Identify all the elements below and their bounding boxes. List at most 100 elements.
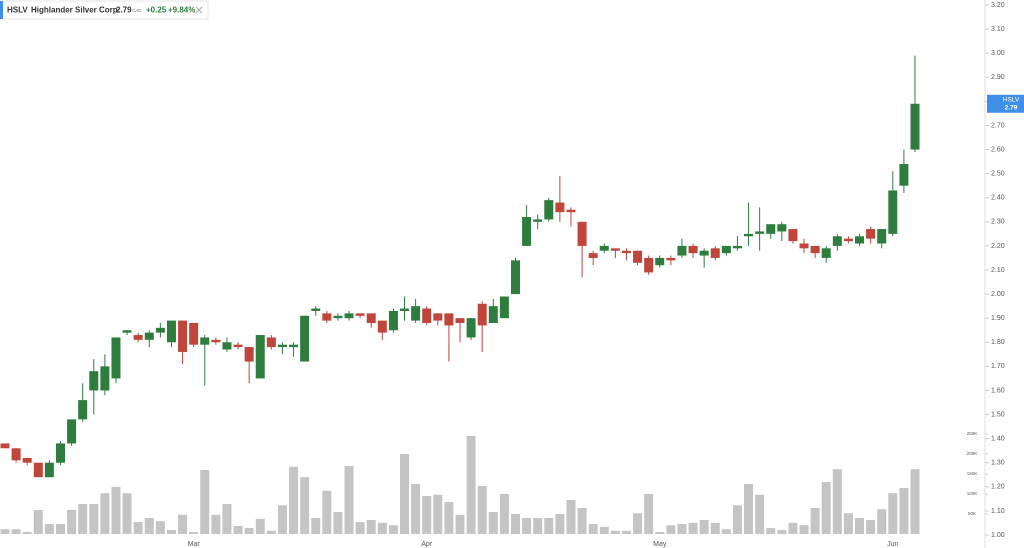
volume-bar — [544, 518, 554, 534]
y-tick-label: 2.30 — [991, 219, 1005, 226]
price: 2.79 — [116, 6, 132, 15]
volume-bar — [910, 469, 920, 534]
volume-bar — [644, 494, 654, 534]
volume-bar — [155, 521, 165, 534]
volume-bar — [721, 529, 731, 534]
candle-body — [11, 448, 21, 461]
candle-body — [189, 323, 199, 345]
candle-body — [33, 462, 43, 478]
volume-bar — [821, 482, 831, 534]
x-tick-label: Apr — [421, 541, 433, 548]
volume-bar — [577, 508, 587, 534]
candle-body — [22, 457, 32, 463]
y-tick-label: 1.60 — [991, 387, 1005, 394]
candle-body — [455, 318, 465, 323]
candle-body — [843, 238, 853, 242]
candle-body — [311, 308, 321, 311]
ticker: HSLV — [7, 6, 28, 15]
candle-body — [510, 260, 520, 295]
y2-tick-label: 100K — [967, 491, 978, 496]
candle-body — [400, 308, 410, 311]
volume-bar — [599, 526, 609, 534]
candle-body — [832, 236, 842, 246]
candle-body — [433, 313, 443, 321]
volume-bar — [222, 504, 232, 534]
y-tick-label: 2.10 — [991, 267, 1005, 274]
volume-bar — [277, 505, 287, 534]
volume-bar — [499, 494, 509, 534]
volume-bar — [189, 532, 199, 534]
volume-bar — [444, 502, 454, 534]
price-tag-value: 2.79 — [1005, 104, 1018, 111]
volume-bar — [11, 529, 21, 534]
volume-bar — [67, 510, 77, 534]
candle-body — [655, 257, 665, 266]
volume-bar — [566, 500, 576, 534]
candle-body — [411, 306, 421, 321]
volume-bar — [533, 518, 543, 534]
volume-bar — [144, 518, 154, 534]
candle-body — [488, 306, 498, 323]
volume-bar — [466, 436, 476, 534]
candle-body — [255, 335, 265, 379]
y2-tick-label: 250K — [967, 431, 978, 436]
volume-bar — [655, 532, 665, 534]
candle-body — [366, 313, 376, 323]
volume-bar — [788, 522, 798, 534]
candle-body — [666, 257, 676, 261]
volume-bar — [355, 522, 365, 534]
volume-bar — [866, 520, 876, 534]
candle-body — [699, 250, 709, 256]
candle-body — [799, 243, 809, 249]
volume-bar — [744, 484, 754, 534]
candle-body — [211, 339, 221, 343]
candle-body — [388, 310, 398, 331]
volume-bar — [311, 518, 321, 534]
volume-bar — [777, 530, 787, 534]
candle-body — [122, 330, 132, 333]
candle-body — [200, 337, 210, 345]
candle-body — [67, 419, 77, 444]
volume-bar — [799, 525, 809, 534]
volume-bar — [411, 484, 421, 534]
close-icon[interactable] — [195, 6, 203, 14]
candle-body — [588, 253, 598, 258]
candle-body — [355, 313, 365, 316]
candle-body — [888, 190, 898, 234]
volume-bar — [377, 522, 387, 534]
volume-bar — [400, 454, 410, 534]
y-tick-label: 2.70 — [991, 122, 1005, 129]
change-percent: +9.84% — [168, 6, 195, 15]
candle-body — [344, 313, 354, 319]
candle-body — [166, 320, 176, 343]
volume-bar — [621, 530, 631, 534]
y-tick-label: 2.20 — [991, 243, 1005, 250]
candle-body — [599, 245, 609, 251]
volume-bar — [455, 514, 465, 534]
y-tick-label: 2.00 — [991, 291, 1005, 298]
volume-bar — [488, 512, 498, 534]
candle-body — [688, 245, 698, 254]
volume-bar — [899, 488, 909, 534]
candle-body — [533, 219, 543, 222]
volume-bar — [888, 493, 898, 534]
candle-body — [222, 342, 232, 350]
volume-bar — [555, 514, 565, 534]
volume-bar — [266, 530, 276, 534]
candle-body — [266, 337, 276, 348]
candle-body — [621, 250, 631, 254]
volume-bar — [178, 514, 188, 534]
currency: CAD — [132, 8, 142, 13]
volume-bar — [843, 513, 853, 534]
header: HSLV Highlander Silver Corp. 2.79 CAD +0… — [0, 0, 209, 20]
candle-body — [322, 313, 332, 321]
candle-body — [178, 320, 188, 352]
candle-body — [677, 245, 687, 256]
volume-bar — [633, 513, 643, 534]
y-tick-label: 2.40 — [991, 195, 1005, 202]
header-box — [0, 0, 209, 20]
candle-body — [155, 327, 165, 333]
volume-bar — [422, 496, 432, 534]
volume-bar — [33, 510, 43, 534]
